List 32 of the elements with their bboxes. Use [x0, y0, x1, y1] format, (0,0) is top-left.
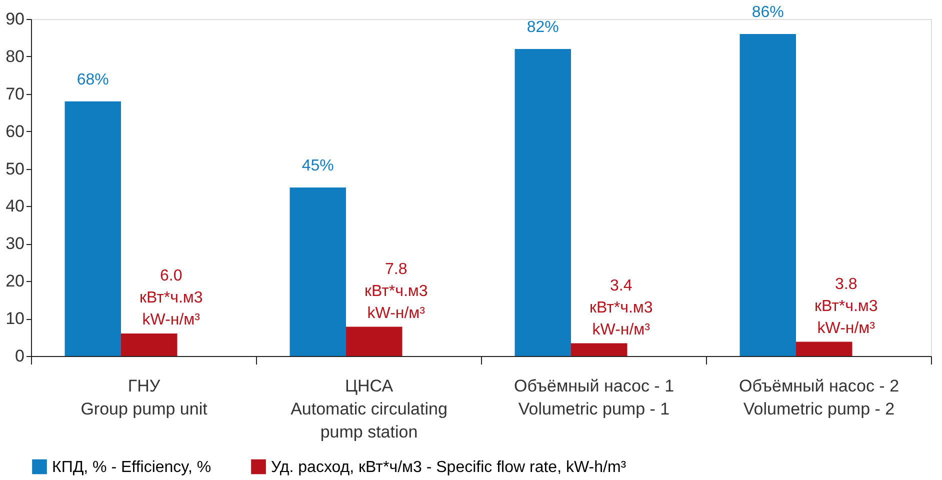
x-tick-label: ГНУ Group pump unit [80, 376, 208, 418]
bar [290, 188, 346, 356]
x-tick-label: Объёмный насос - 1 Volumetric pump - 1 [514, 376, 674, 418]
y-tick-label: 10 [6, 309, 24, 328]
bar [64, 101, 121, 356]
bar [796, 342, 852, 356]
bar [571, 343, 628, 356]
bar [346, 326, 402, 356]
y-tick-label: 60 [6, 122, 24, 141]
y-tick-label: 70 [6, 84, 24, 104]
bar [514, 48, 571, 356]
data-label: 86% [752, 4, 784, 21]
data-label: 7.8 кВт*ч.м3 kW-н/м³ [364, 260, 428, 322]
y-tick-label: 50 [6, 159, 24, 178]
data-label: 3.8 кВт*ч.м3 kW-н/м³ [814, 276, 878, 337]
data-label: 68% [76, 71, 109, 88]
y-tick-label: 40 [6, 196, 24, 216]
y-tick-label: 30 [6, 234, 24, 254]
y-tick-label: 0 [15, 346, 24, 366]
data-label: 3.4 кВт*ч.м3 kW-н/м³ [589, 277, 653, 338]
y-tick-label: 80 [6, 46, 24, 66]
data-label: 6.0 кВт*ч.м3 kW-н/м³ [139, 268, 203, 329]
legend-label: Уд. расход, кВт*ч/м3 - Specific flow rate, kW-h/m³ [271, 458, 627, 476]
legend-label: КПД, % - Efficiency, % [52, 458, 212, 476]
bar [121, 334, 178, 356]
x-tick-label: ЦНСА Automatic circulating pump station [290, 376, 448, 442]
data-label: 45% [302, 158, 334, 174]
data-label: 82% [526, 18, 559, 36]
x-tick-label: Объёмный насос - 2 Volumetric pump - 2 [738, 376, 900, 418]
y-tick-label: 20 [6, 272, 24, 291]
bar [740, 34, 796, 356]
y-tick-label: 90 [6, 10, 24, 28]
